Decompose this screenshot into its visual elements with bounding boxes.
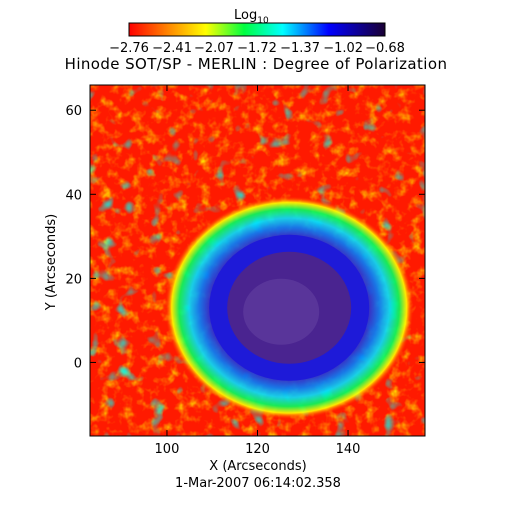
umbra-core: [243, 278, 320, 345]
colorbar-tick-label: −2.07: [194, 41, 234, 56]
y-tick-label: 60: [65, 104, 82, 119]
heatmap-image: [90, 85, 425, 436]
y-tick-label: 40: [65, 188, 82, 203]
x-tick-label: 100: [155, 442, 180, 457]
colorbar-tick-label: −0.68: [365, 41, 405, 56]
chart-title: Hinode SOT/SP - MERLIN : Degree of Polar…: [65, 55, 448, 73]
y-axis-label: Y (Arcseconds): [44, 214, 59, 311]
x-axis-label: X (Arcseconds): [209, 459, 306, 474]
colorbar-tick-label: −1.02: [323, 41, 363, 56]
colorbar-tick-label: −1.72: [237, 41, 277, 56]
axis-ticks: 100 120 140 0 20 40 60: [65, 85, 425, 457]
colorbar-ticks: −2.76 −2.41 −2.07 −1.72 −1.37 −1.02 −0.68: [109, 41, 405, 56]
colorbar: [128, 22, 386, 37]
colorbar-label: Log10: [234, 8, 269, 26]
y-tick-label: 0: [74, 356, 82, 371]
colorbar-tick-label: −2.41: [152, 41, 192, 56]
colorbar-tick-label: −1.37: [280, 41, 320, 56]
x-tick-label: 120: [245, 442, 270, 457]
y-tick-label: 20: [65, 272, 82, 287]
timestamp-footer: 1-Mar-2007 06:14:02.358: [175, 476, 341, 491]
colorbar-tick-label: −2.76: [109, 41, 149, 56]
x-tick-label: 140: [336, 442, 361, 457]
